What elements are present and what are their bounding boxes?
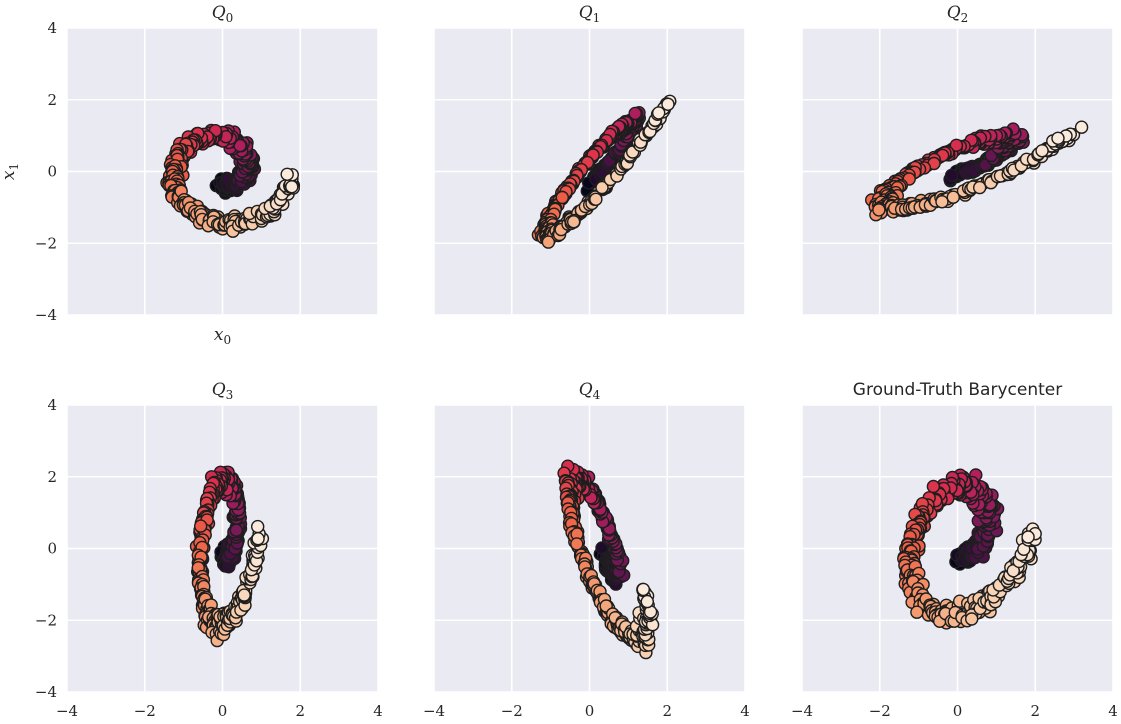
scatter-point <box>595 180 609 195</box>
scatter-point <box>1035 144 1049 158</box>
y-tick-label: 2 <box>47 468 57 486</box>
scatter-point <box>251 519 265 534</box>
x-tick-label: 2 <box>295 702 305 720</box>
scatter-series <box>160 123 301 238</box>
scatter-point <box>1051 131 1065 146</box>
panel-4: Q4 −4 −2 0 2 4 <box>423 380 750 720</box>
scatter-point <box>636 582 650 597</box>
panel-title: Q2 <box>947 3 969 25</box>
panel-title: Q4 <box>579 380 601 402</box>
y-tick-label: −4 <box>35 683 57 701</box>
x-tick-label: 4 <box>373 702 383 720</box>
y-tick-label: −4 <box>35 306 57 324</box>
x-tick-label: −4 <box>791 702 813 720</box>
y-tick-label: −2 <box>35 611 57 629</box>
y-tick-label: 4 <box>47 19 57 37</box>
y-tick-label: 0 <box>47 163 57 181</box>
x-tick-label: −4 <box>423 702 445 720</box>
panel-1: Q1 <box>433 3 746 316</box>
y-tick-label: 0 <box>47 540 57 558</box>
x-tick-label: 2 <box>1030 702 1040 720</box>
x-tick-label: 4 <box>740 702 750 720</box>
scatter-point <box>555 190 569 205</box>
scatter-series <box>897 468 1042 630</box>
x-tick-label: 0 <box>585 702 595 720</box>
scatter-point <box>285 180 299 194</box>
x-axis-label: x0 <box>214 325 231 347</box>
scatter-series <box>189 465 270 648</box>
scatter-point <box>652 106 666 120</box>
x-tick-label: 4 <box>1108 702 1118 720</box>
scatter-point <box>872 203 886 217</box>
scatter-point <box>926 479 941 494</box>
scatter-point <box>949 138 964 153</box>
scatter-point <box>973 180 987 195</box>
scatter-series <box>865 120 1089 222</box>
x-tick-label: −4 <box>56 702 78 720</box>
panel-title: Q1 <box>579 3 601 25</box>
scatter-point <box>567 215 581 229</box>
x-tick-label: −2 <box>501 702 523 720</box>
y-tick-label: −2 <box>35 234 57 252</box>
scatter-series <box>531 94 677 249</box>
x-tick-label: 2 <box>662 702 672 720</box>
scatter-point <box>280 167 294 182</box>
scatter-point <box>910 605 924 619</box>
scatter-point <box>1006 564 1020 578</box>
x-tick-label: 0 <box>218 702 228 720</box>
scatter-point <box>237 588 251 602</box>
scatter-point <box>251 532 265 546</box>
y-axis-label: x1 <box>0 163 21 180</box>
panel-title: Ground-Truth Barycenter <box>853 380 1062 400</box>
scatter-point <box>589 192 603 207</box>
scatter-point <box>570 537 584 551</box>
y-tick-label: 2 <box>47 91 57 109</box>
scatter-point <box>541 235 556 249</box>
scatter-series <box>557 459 660 660</box>
y-tick-label: 4 <box>47 396 57 414</box>
scatter-point <box>935 195 949 209</box>
scatter-point <box>945 168 959 183</box>
panel-5: Ground-Truth Barycenter −4 −2 0 2 4 <box>791 380 1118 720</box>
scatter-point <box>193 519 208 533</box>
scatter-point <box>965 612 979 626</box>
scatter-point <box>640 594 654 609</box>
scatter-point <box>628 106 642 121</box>
x-tick-label: −2 <box>134 702 156 720</box>
scatter-point <box>661 97 675 112</box>
x-tick-label: 0 <box>953 702 963 720</box>
panel-3: Q3 −4 −2 0 2 4 −4 −2 0 2 4 <box>35 380 383 720</box>
scatter-point <box>1074 120 1089 134</box>
scatter-point <box>1021 530 1035 544</box>
scatter-point <box>229 523 244 537</box>
panel-2: Q2 <box>801 3 1114 316</box>
panel-0: Q0 −4 −2 0 2 4 <box>35 3 379 324</box>
x-tick-label: −2 <box>869 702 891 720</box>
panel-title: Q0 <box>212 3 234 25</box>
panel-title: Q3 <box>212 380 234 402</box>
